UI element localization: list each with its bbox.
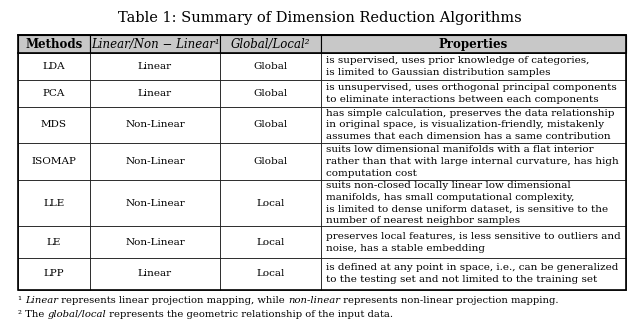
Text: Global/Local²: Global/Local² <box>231 37 310 51</box>
Text: Linear: Linear <box>138 89 172 98</box>
Text: Linear: Linear <box>138 269 172 278</box>
Text: Methods: Methods <box>25 37 83 51</box>
Text: MDS: MDS <box>41 120 67 129</box>
Text: PCA: PCA <box>43 89 65 98</box>
Bar <box>90 35 220 53</box>
Text: LE: LE <box>47 238 61 247</box>
Text: Linear: Linear <box>138 62 172 71</box>
Bar <box>18 35 626 290</box>
Text: represents linear projection mapping, while: represents linear projection mapping, wh… <box>58 296 288 305</box>
Bar <box>220 35 321 53</box>
Bar <box>321 226 626 258</box>
Text: ² The: ² The <box>18 310 47 319</box>
Bar <box>321 53 626 80</box>
Text: Local: Local <box>257 238 285 247</box>
Text: Linear: Linear <box>25 296 58 305</box>
Bar <box>90 53 220 80</box>
Text: Local: Local <box>257 199 285 208</box>
Bar <box>18 258 90 290</box>
Text: Linear/Non − Linear¹: Linear/Non − Linear¹ <box>91 37 220 51</box>
Text: is unsupervised, uses orthogonal principal components
to eliminate interactions : is unsupervised, uses orthogonal princip… <box>326 83 616 104</box>
Text: LPP: LPP <box>44 269 64 278</box>
Text: Global: Global <box>253 62 287 71</box>
Text: preserves local features, is less sensitive to outliers and
noise, has a stable : preserves local features, is less sensit… <box>326 232 621 253</box>
Text: Global: Global <box>253 157 287 166</box>
Text: Local: Local <box>257 269 285 278</box>
Text: is defined at any point in space, i.e., can be generalized
to the testing set an: is defined at any point in space, i.e., … <box>326 263 618 284</box>
Bar <box>90 180 220 226</box>
Bar <box>321 143 626 180</box>
Bar <box>18 180 90 226</box>
Bar <box>18 107 90 143</box>
Bar <box>90 258 220 290</box>
Bar <box>321 258 626 290</box>
Text: suits non-closed locally linear low dimensional
manifolds, has small computation: suits non-closed locally linear low dime… <box>326 181 608 225</box>
Bar <box>321 107 626 143</box>
Bar <box>220 258 321 290</box>
Bar <box>18 35 90 53</box>
Text: ¹: ¹ <box>18 296 25 305</box>
Bar <box>220 180 321 226</box>
Bar <box>321 35 626 53</box>
Bar <box>321 180 626 226</box>
Text: non-linear: non-linear <box>288 296 340 305</box>
Text: LLE: LLE <box>43 199 65 208</box>
Text: is supervised, uses prior knowledge of categories,
is limited to Gaussian distri: is supervised, uses prior knowledge of c… <box>326 56 589 77</box>
Bar <box>18 53 90 80</box>
Text: represents non-linear projection mapping.: represents non-linear projection mapping… <box>340 296 559 305</box>
Text: global/local: global/local <box>47 310 106 319</box>
Bar <box>18 80 90 107</box>
Bar <box>220 226 321 258</box>
Bar <box>321 80 626 107</box>
Text: ISOMAP: ISOMAP <box>31 157 76 166</box>
Bar <box>90 226 220 258</box>
Text: Global: Global <box>253 89 287 98</box>
Text: Non-Linear: Non-Linear <box>125 238 185 247</box>
Bar <box>220 143 321 180</box>
Text: suits low dimensional manifolds with a flat interior
rather than that with large: suits low dimensional manifolds with a f… <box>326 145 619 178</box>
Bar <box>18 143 90 180</box>
Text: Properties: Properties <box>438 37 508 51</box>
Bar <box>220 80 321 107</box>
Text: LDA: LDA <box>42 62 65 71</box>
Text: has simple calculation, preserves the data relationship
in original space, is vi: has simple calculation, preserves the da… <box>326 109 614 141</box>
Text: Non-Linear: Non-Linear <box>125 199 185 208</box>
Text: Non-Linear: Non-Linear <box>125 120 185 129</box>
Text: Non-Linear: Non-Linear <box>125 157 185 166</box>
Bar <box>90 107 220 143</box>
Bar <box>90 80 220 107</box>
Bar <box>90 143 220 180</box>
Bar <box>220 53 321 80</box>
Text: represents the geometric relationship of the input data.: represents the geometric relationship of… <box>106 310 393 319</box>
Text: Global: Global <box>253 120 287 129</box>
Bar <box>220 107 321 143</box>
Text: Table 1: Summary of Dimension Reduction Algorithms: Table 1: Summary of Dimension Reduction … <box>118 11 522 24</box>
Bar <box>18 226 90 258</box>
